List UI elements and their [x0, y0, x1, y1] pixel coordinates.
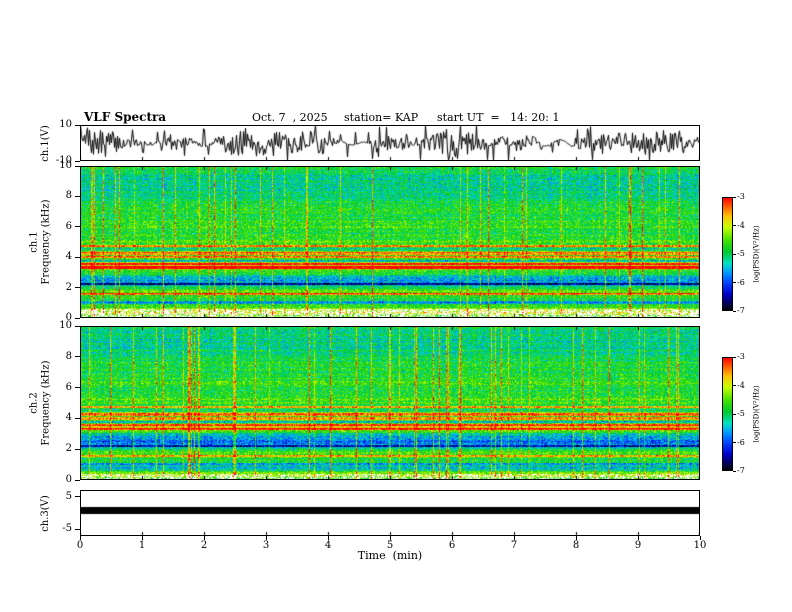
x-tick-label: 1: [138, 540, 146, 551]
y-tick-mark: [75, 387, 80, 389]
y-tick-label: 8: [65, 190, 72, 202]
y-tick-label: 8: [65, 350, 72, 362]
x-tick-label: 2: [200, 540, 208, 551]
colorbar-tick-label: -5: [737, 249, 745, 258]
ch3-waveform-panel: [80, 490, 700, 536]
ch1-waveform-panel: [80, 125, 700, 161]
colorbar-tick-label: -4: [737, 380, 745, 390]
y-tick-mark: [75, 124, 80, 126]
x-tick-label: 6: [448, 540, 456, 551]
y-tick-label: 10: [59, 320, 72, 331]
ch1-spectrogram-panel: [80, 166, 700, 318]
plot-title: VLF Spectra: [84, 110, 167, 124]
y-tick-label: 5: [65, 490, 72, 502]
y-tick-mark: [75, 160, 80, 162]
x-tick-mark: [266, 536, 267, 540]
ch1-frequency-axis-label: ch.1 Frequency (kHz): [29, 199, 52, 285]
colorbar-tick-label: -3: [737, 352, 745, 361]
x-tick-mark: [700, 536, 701, 540]
y-tick-mark: [75, 165, 80, 167]
colorbar-tick-mark: [733, 196, 736, 198]
plot-start-ut: start UT = 14: 20: 1: [437, 111, 560, 124]
x-tick-mark: [204, 536, 205, 540]
y-tick-label: 2: [65, 281, 72, 293]
y-tick-label: -5: [62, 523, 72, 535]
colorbar-tick-label: -3: [737, 192, 745, 201]
x-tick-label: 9: [634, 540, 642, 551]
y-tick-mark: [75, 528, 80, 530]
y-tick-label: 6: [65, 381, 72, 393]
colorbar-tick-mark: [733, 282, 736, 283]
ch2-colorbar-gradient: [723, 358, 732, 470]
ch2-spectrogram-panel: [80, 326, 700, 480]
x-tick-mark: [328, 536, 329, 540]
y-tick-mark: [75, 325, 80, 327]
y-tick-label: -10: [55, 155, 72, 166]
x-tick-label: 5: [386, 540, 394, 551]
y-tick-label: 2: [65, 443, 72, 455]
ch1-colorbar-gradient: [723, 198, 732, 310]
x-tick-mark: [390, 536, 391, 540]
y-tick-mark: [75, 448, 80, 450]
ch1-waveform-canvas: [80, 125, 700, 161]
y-tick-label: 10: [59, 160, 72, 171]
y-tick-mark: [75, 356, 80, 358]
y-tick-label: 0: [65, 474, 72, 485]
colorbar-tick-label: -6: [737, 437, 745, 447]
x-tick-label: 0: [76, 540, 84, 551]
colorbar-tick-mark: [733, 356, 736, 358]
x-tick-mark: [452, 536, 453, 540]
colorbar-tick-label: -7: [737, 466, 745, 475]
x-tick-label: 8: [572, 540, 580, 551]
time-axis-label: Time (min): [357, 549, 423, 562]
colorbar-tick-label: -6: [737, 277, 745, 287]
y-tick-label: 0: [65, 312, 72, 323]
y-tick-mark: [75, 417, 80, 419]
x-tick-label: 3: [262, 540, 270, 551]
ch2-spectrogram-canvas: [80, 326, 700, 480]
ch2-frequency-axis-label: ch.2 Frequency (kHz): [29, 360, 52, 446]
x-tick-mark: [514, 536, 515, 540]
x-tick-label: 7: [510, 540, 518, 551]
y-tick-mark: [75, 479, 80, 481]
colorbar-tick-label: -7: [737, 306, 745, 315]
x-tick-mark: [638, 536, 639, 540]
x-tick-mark: [80, 536, 81, 540]
y-tick-mark: [75, 226, 80, 228]
colorbar-tick-label: -5: [737, 409, 745, 418]
colorbar-tick-mark: [733, 310, 736, 312]
x-tick-label: 10: [693, 540, 707, 551]
colorbar-tick-mark: [733, 225, 736, 226]
y-tick-mark: [75, 496, 80, 498]
colorbar-tick-mark: [733, 385, 736, 386]
colorbar-tick-mark: [733, 253, 736, 255]
plot-station: station= KAP: [344, 111, 419, 124]
y-tick-label: 6: [65, 220, 72, 232]
ch3-waveform-canvas: [80, 490, 700, 536]
colorbar-tick-label: -4: [737, 220, 745, 230]
colorbar-tick-mark: [733, 442, 736, 443]
y-tick-mark: [75, 256, 80, 258]
ch1-spectrogram-canvas: [80, 166, 700, 318]
y-tick-mark: [75, 317, 80, 319]
x-tick-mark: [142, 536, 143, 540]
x-tick-label: 4: [324, 540, 332, 551]
y-tick-mark: [75, 195, 80, 197]
x-tick-mark: [576, 536, 577, 540]
y-tick-label: 4: [65, 412, 72, 424]
y-tick-label: 4: [65, 251, 72, 263]
ch1-colorbar: [722, 197, 733, 311]
y-tick-label: 10: [59, 119, 72, 130]
colorbar-tick-mark: [733, 413, 736, 415]
plot-date: Oct. 7 , 2025: [252, 111, 328, 124]
colorbar-tick-mark: [733, 470, 736, 472]
ch2-colorbar: [722, 357, 733, 471]
y-tick-mark: [75, 287, 80, 289]
